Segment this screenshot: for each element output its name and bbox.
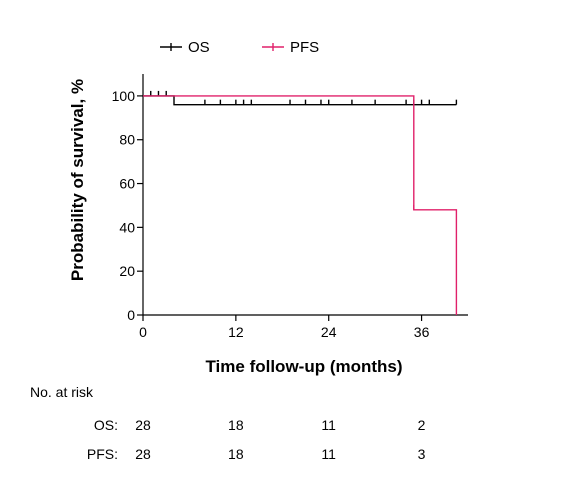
y-tick-label: 80 — [119, 132, 135, 148]
y-axis-label: Probability of survival, % — [68, 79, 87, 281]
risk-table-title: No. at risk — [30, 384, 94, 400]
y-tick-label: 40 — [119, 219, 135, 235]
y-tick-label: 0 — [127, 307, 135, 323]
x-tick-label: 36 — [414, 324, 430, 340]
risk-row-label: OS: — [93, 417, 118, 433]
risk-value: 11 — [321, 417, 336, 433]
legend: OS PFS — [160, 39, 319, 56]
legend-os-label: OS — [188, 39, 210, 56]
y-tick-label: 100 — [112, 88, 136, 104]
risk-value: 18 — [228, 446, 244, 462]
risk-value: 28 — [135, 446, 151, 462]
x-tick-label: 12 — [228, 324, 244, 340]
legend-pfs-label: PFS — [290, 39, 319, 56]
risk-value: 28 — [135, 417, 151, 433]
x-tick-label: 24 — [321, 324, 337, 340]
risk-row-label: PFS: — [86, 446, 118, 462]
y-tick-label: 20 — [119, 263, 135, 279]
risk-value: 3 — [417, 446, 426, 462]
risk-value: 18 — [228, 417, 244, 433]
x-axis-label: Time follow-up (months) — [205, 357, 402, 376]
x-tick-label: 0 — [139, 324, 147, 340]
axes: 0 20 40 60 80 100 0 12 24 36 — [112, 74, 468, 340]
series-group — [143, 90, 458, 315]
risk-value: 11 — [321, 446, 336, 462]
risk-value: 2 — [417, 417, 426, 433]
series-os-line — [143, 95, 457, 106]
y-tick-label: 60 — [119, 176, 135, 192]
series-pfs-line — [143, 95, 458, 315]
